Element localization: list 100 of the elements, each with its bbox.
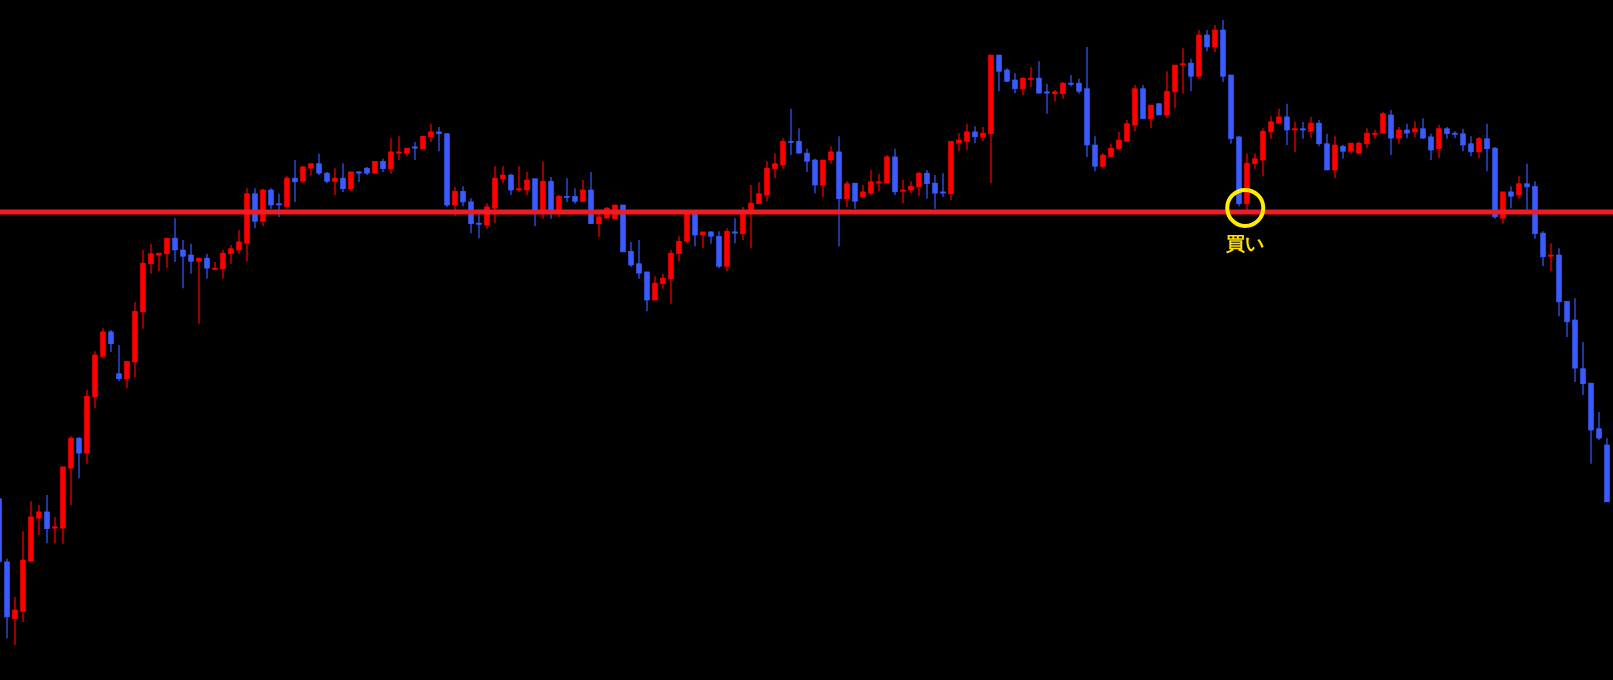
candlestick	[876, 173, 882, 192]
candlestick	[628, 241, 634, 268]
candlestick	[1404, 123, 1410, 139]
candlestick	[972, 125, 978, 144]
candlestick	[1580, 341, 1586, 396]
candlestick	[940, 172, 946, 198]
candlestick	[1124, 119, 1130, 142]
candlestick	[1484, 123, 1490, 172]
candlestick	[452, 186, 458, 217]
annotation: 買い	[1225, 231, 1265, 254]
candlestick	[1596, 411, 1602, 441]
candlestick	[844, 180, 850, 208]
candlestick	[236, 229, 242, 255]
candlestick	[356, 170, 362, 183]
candlestick	[1372, 129, 1378, 140]
candlestick	[1428, 133, 1434, 161]
candlestick	[500, 165, 506, 184]
candlestick	[1364, 127, 1370, 149]
candlestick	[852, 182, 858, 210]
candlestick	[436, 126, 442, 152]
candlestick	[1012, 72, 1018, 94]
candlestick	[1180, 47, 1186, 94]
candlestick	[1468, 135, 1474, 157]
candlestick	[732, 217, 738, 244]
candlestick	[1380, 111, 1386, 135]
candlestick	[76, 436, 82, 479]
candlestick	[516, 165, 522, 193]
candlestick	[156, 252, 162, 272]
candlestick	[164, 237, 170, 269]
candlestick	[1476, 136, 1482, 159]
candlestick	[1508, 185, 1514, 209]
candlestick	[652, 275, 658, 301]
candlestick	[148, 243, 154, 275]
candlestick	[636, 239, 642, 280]
candlestick	[580, 179, 586, 203]
candlestick	[228, 244, 234, 265]
candlestick	[1452, 130, 1458, 139]
candlestick	[804, 148, 810, 173]
candlestick	[572, 187, 578, 205]
candlestick	[1524, 163, 1530, 211]
candlestick	[1460, 128, 1466, 152]
candlestick	[932, 174, 938, 210]
candlestick	[980, 126, 986, 142]
candlestick	[692, 211, 698, 247]
candlestick	[220, 249, 226, 280]
candlestick	[180, 239, 186, 289]
candlestick	[396, 135, 402, 161]
candlestick	[1316, 119, 1322, 147]
candlestick	[788, 108, 794, 156]
candlestick	[268, 187, 274, 210]
candlestick	[124, 360, 130, 389]
candlestick	[1308, 116, 1314, 139]
candlestick	[1340, 144, 1346, 160]
candlestick	[1436, 124, 1442, 159]
candlestick	[772, 152, 778, 179]
candlestick	[708, 230, 714, 245]
candlestick	[956, 132, 962, 152]
candlestick	[524, 171, 530, 196]
candlestick	[1164, 70, 1170, 119]
candlestick	[700, 231, 706, 249]
candlestick	[1564, 300, 1570, 338]
candlestick	[916, 171, 922, 197]
candlestick	[348, 171, 354, 192]
candlestick	[188, 243, 194, 275]
candlestick	[1204, 29, 1210, 52]
candlestick	[740, 206, 746, 241]
candlestick	[1268, 115, 1274, 140]
candlestick	[476, 211, 482, 239]
candlestick	[1148, 104, 1154, 129]
candlestick	[676, 235, 682, 262]
candlestick	[1284, 103, 1290, 146]
candlestick	[924, 169, 930, 200]
candlestick	[1252, 152, 1258, 170]
candlestick	[964, 123, 970, 151]
candlestick	[316, 153, 322, 176]
candlestick	[1412, 120, 1418, 138]
candlestick	[1092, 135, 1098, 172]
candlestick	[1116, 131, 1122, 151]
candlestick	[868, 169, 874, 196]
candlestick	[1300, 121, 1306, 140]
candlestick	[1052, 89, 1058, 102]
candlestick	[1292, 121, 1298, 153]
candlestick	[1388, 109, 1394, 156]
candlestick	[204, 253, 210, 280]
candlestick	[412, 141, 418, 161]
candlestick	[460, 185, 466, 207]
candlestick	[1420, 117, 1426, 140]
candlestick	[332, 167, 338, 196]
candlestick	[1068, 74, 1074, 87]
candlestick	[796, 127, 802, 154]
candlestick	[428, 123, 434, 143]
candlestick	[1036, 60, 1042, 94]
candlestick	[12, 596, 18, 646]
candlestick	[108, 329, 114, 353]
candlestick	[196, 257, 202, 325]
candlestick	[116, 344, 122, 382]
candlestick	[1188, 58, 1194, 92]
candlestick	[1044, 83, 1050, 115]
candlestick	[996, 54, 1002, 92]
candlestick	[52, 516, 58, 544]
